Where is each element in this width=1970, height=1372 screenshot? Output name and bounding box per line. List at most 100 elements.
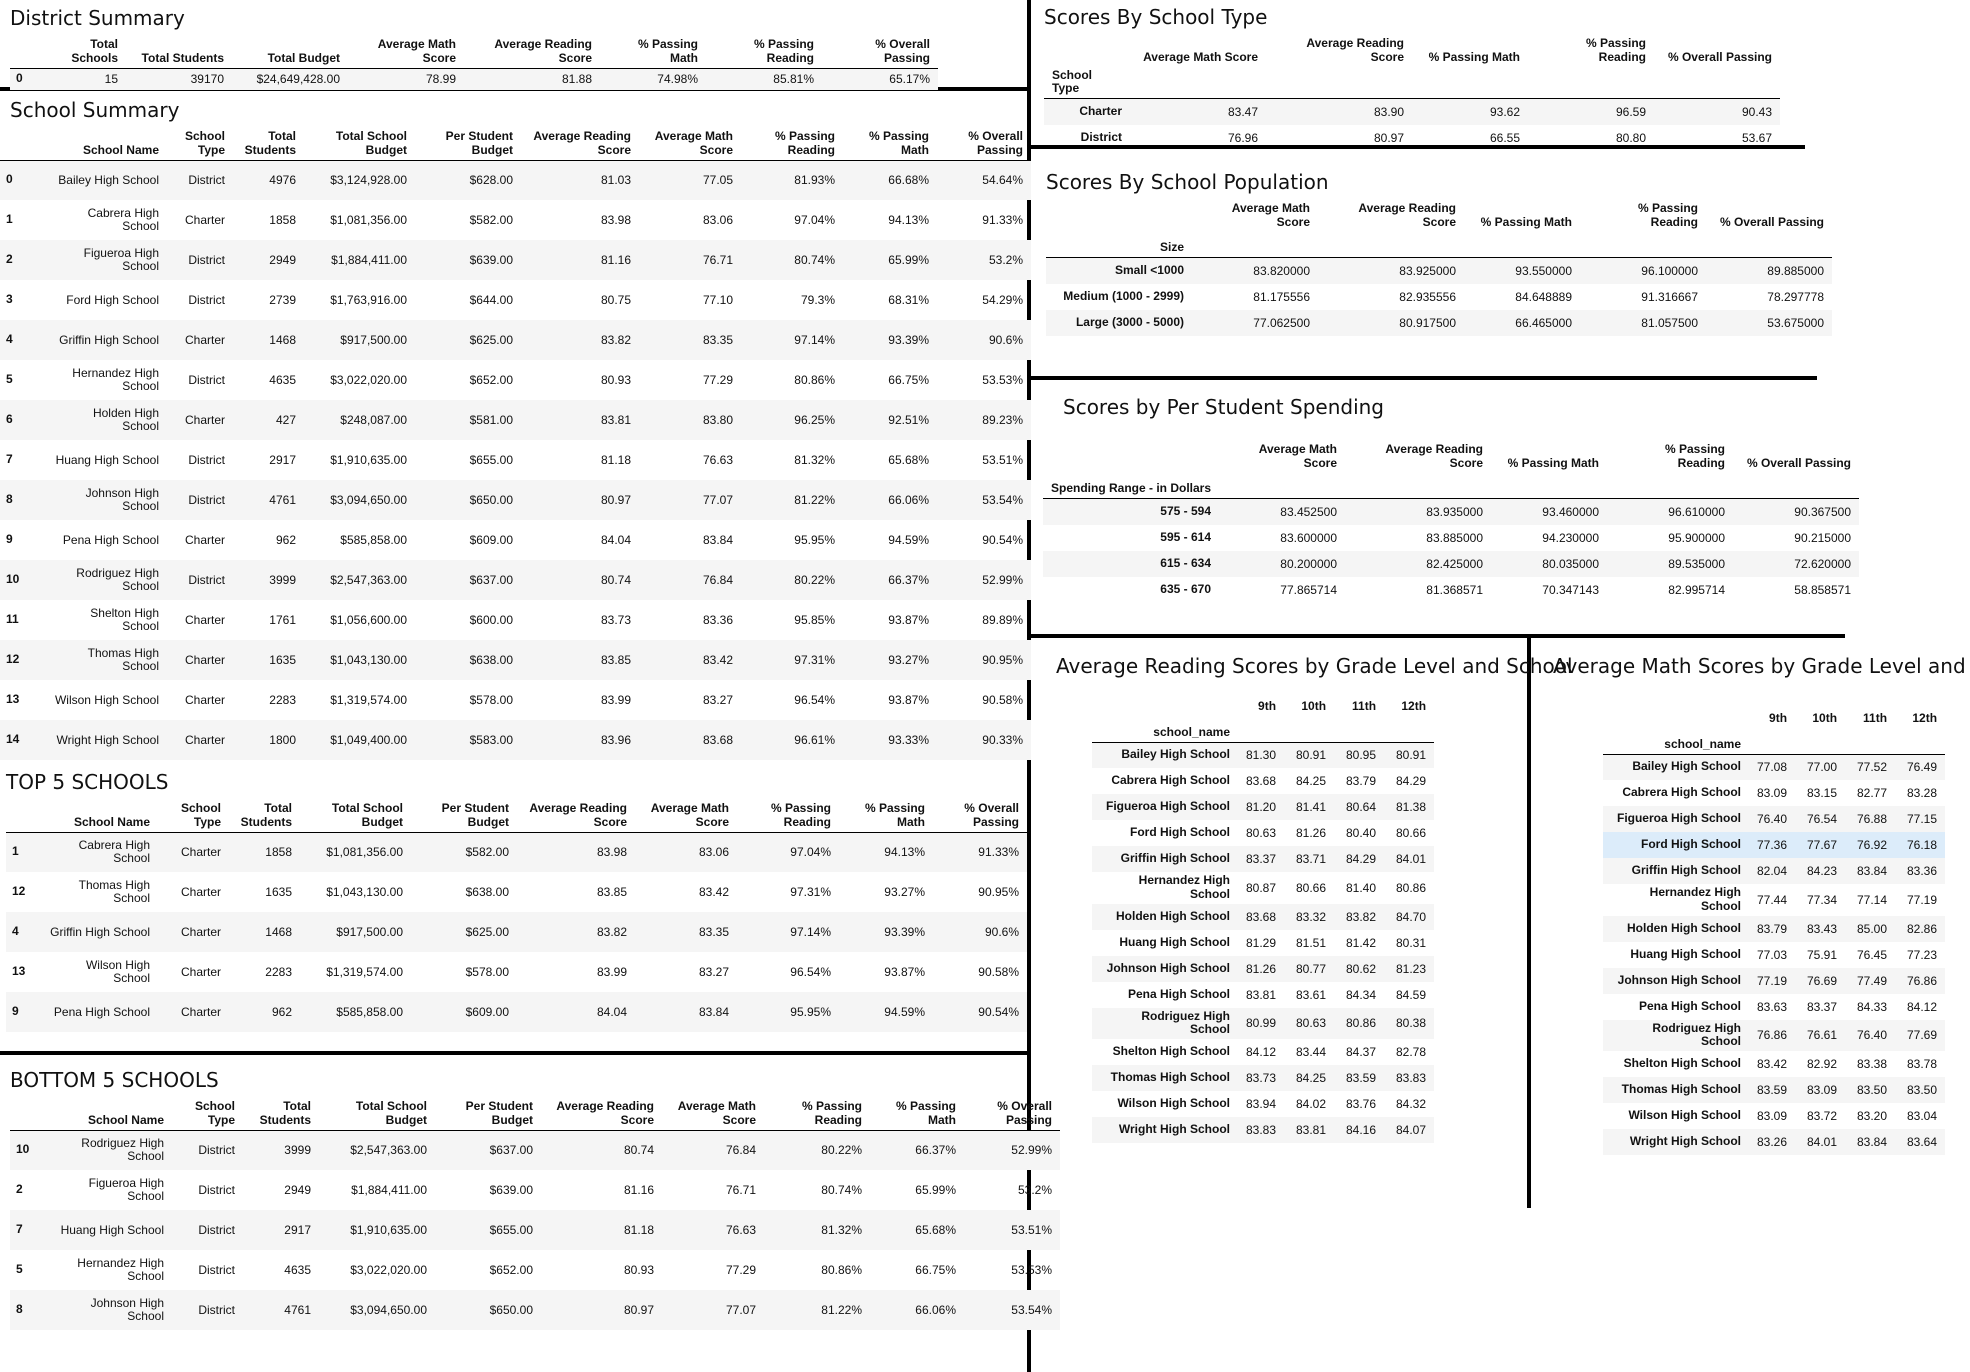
table-cell: 89.89% (982, 613, 1023, 628)
table-cell: 90.54% (978, 1005, 1019, 1020)
table-cell: 95.900000 (1668, 530, 1725, 545)
table-row: 6 Holden High School Charter 427 $248,087.00… (0, 400, 1031, 441)
table-cell: 76.49 (1907, 760, 1938, 775)
table-cell: 80.86% (821, 1263, 862, 1278)
table-cell: 83.15 (1807, 786, 1838, 800)
table-cell: 81.175556 (1253, 289, 1310, 304)
table-cell: 83.79 (1757, 921, 1788, 936)
table-cell: 84.07 (1396, 1123, 1427, 1138)
table-row: 0 Bailey High School District 4976 $3,124,92… (0, 160, 1031, 201)
table-cell: 83.09 (1757, 786, 1788, 800)
table-cell: 2949 (284, 1183, 311, 1198)
table-cell: 39170 (190, 72, 224, 87)
empty-header (1795, 728, 1846, 755)
empty-header (1334, 716, 1385, 743)
table-cell: $639.00 (469, 253, 513, 268)
column-header: School Name (46, 128, 167, 161)
index-header (1043, 441, 1219, 473)
table-cell: $581.00 (469, 413, 513, 428)
row-label: Griffin High School (1120, 851, 1230, 866)
table-cell: 81.20 (1246, 800, 1277, 814)
row-label: Wilson High School (1117, 1096, 1230, 1111)
table-cell: $1,319,574.00 (330, 693, 407, 708)
column-header: School Type (167, 128, 233, 161)
table-cell: 80.74% (794, 253, 835, 268)
table-cell: 93.87% (888, 693, 929, 708)
table-cell: 77.52 (1857, 760, 1888, 775)
table-cell: $578.00 (469, 693, 513, 708)
table-cell: 84.25 (1296, 774, 1327, 788)
table-row: Wright High School 83.26 84.01 83.84 83.64 (1603, 1129, 1946, 1156)
table-row: 10 Rodriguez High School District 3999 $2,54… (0, 560, 1031, 601)
reading-grade-title: Average Reading Scores by Grade Level an… (1056, 654, 1573, 678)
row-label: Charter (1079, 104, 1122, 119)
table-cell: 80.93 (623, 1263, 654, 1278)
table-cell: District (188, 253, 225, 268)
row-label: Holden High School (1627, 920, 1741, 935)
index-header (1046, 200, 1192, 232)
school-summary-table: School Name School Type Total Students Tota… (0, 128, 1031, 761)
table-cell: 53.51% (1011, 1223, 1052, 1238)
column-header: % Passing Math (1480, 214, 1572, 229)
table-cell: $1,081,356.00 (330, 213, 407, 228)
table-cell: 84.33 (1857, 999, 1888, 1014)
header-row: Average Math Score Average Reading Score%… (1044, 35, 1780, 67)
table-cell: 70.347143 (1542, 582, 1599, 597)
table-cell: $652.00 (469, 373, 513, 388)
table-cell: 80.97 (623, 1303, 654, 1318)
index-name: School Type (1044, 66, 1130, 100)
table-cell: 79.3% (800, 293, 835, 308)
table-cell: 76.84 (702, 573, 733, 588)
table-row: Figueroa High School 81.20 81.41 80.64 81.38 (1092, 794, 1435, 820)
table-cell: 84.23 (1807, 864, 1838, 878)
table-cell: 83.43 (1807, 921, 1838, 936)
empty-header (1528, 66, 1654, 100)
table-cell: $578.00 (465, 965, 509, 980)
table-cell: 2739 (269, 293, 296, 308)
table-cell: 83.59 (1757, 1083, 1788, 1098)
table-cell: 90.54% (982, 533, 1023, 548)
reading-grade-section: Average Reading Scores by Grade Level an… (1056, 654, 1573, 1144)
row-label: Ford High School (1641, 837, 1741, 852)
by-spending-title: Scores by Per Student Spending (1063, 395, 1384, 419)
table-cell: 89.535000 (1668, 556, 1725, 571)
table-cell: 83.85 (600, 653, 631, 668)
column-header: Average Math Score (1231, 201, 1310, 229)
table-cell: 53.53% (982, 373, 1023, 388)
column-header: 9th (1258, 699, 1277, 714)
index-name: school_name (1092, 716, 1238, 743)
row-label: Huang High School (1119, 934, 1230, 949)
table-cell: 96.54% (794, 693, 835, 708)
table-row: 635 - 670 77.865714 81.368571 70.347143 82.9… (1043, 577, 1859, 603)
district-summary-section: District Summary Total Schools Total Stud… (10, 6, 938, 91)
column-header: 11th (1863, 711, 1888, 726)
table-cell: $1,763,916.00 (330, 293, 407, 308)
row-index: 13 (12, 964, 26, 979)
table-cell: $582.00 (465, 845, 509, 860)
table-cell: 93.27% (888, 653, 929, 668)
school-summary-title: School Summary (10, 98, 180, 122)
table-cell: 66.75% (915, 1263, 956, 1278)
table-row: 9 Pena High School Charter 962 $585,858.00 $6… (0, 520, 1031, 560)
column-header: % Overall Passing (933, 800, 1027, 833)
table-cell: 76.40 (1757, 812, 1788, 826)
table-cell: 82.935556 (1399, 289, 1456, 304)
table-cell: 54.29% (982, 293, 1023, 308)
table-row: Cabrera High School 83.09 83.15 82.77 83.28 (1603, 780, 1945, 806)
table-cell: 83.98 (600, 213, 631, 228)
column-header: 12th (1401, 699, 1427, 714)
table-cell: 81.22% (821, 1303, 862, 1318)
table-cell: 77.44 (1757, 892, 1788, 907)
index-name: Spending Range - in Dollars (1043, 472, 1219, 500)
empty-header (1284, 716, 1335, 743)
table-row: 4 Griffin High School Charter 1468 $917,500.… (0, 320, 1031, 361)
table-cell: Charter (184, 333, 225, 348)
table-cell: District (188, 493, 225, 508)
table-cell: 76.86 (1757, 1028, 1788, 1043)
table-cell: 90.367500 (1794, 504, 1851, 519)
divider-by-population (1030, 376, 1817, 380)
table-cell: 1761 (269, 613, 296, 628)
table-cell: 1468 (265, 925, 292, 940)
table-cell: Charter (184, 533, 225, 548)
row-label: Medium (1000 - 2999) (1063, 288, 1184, 303)
